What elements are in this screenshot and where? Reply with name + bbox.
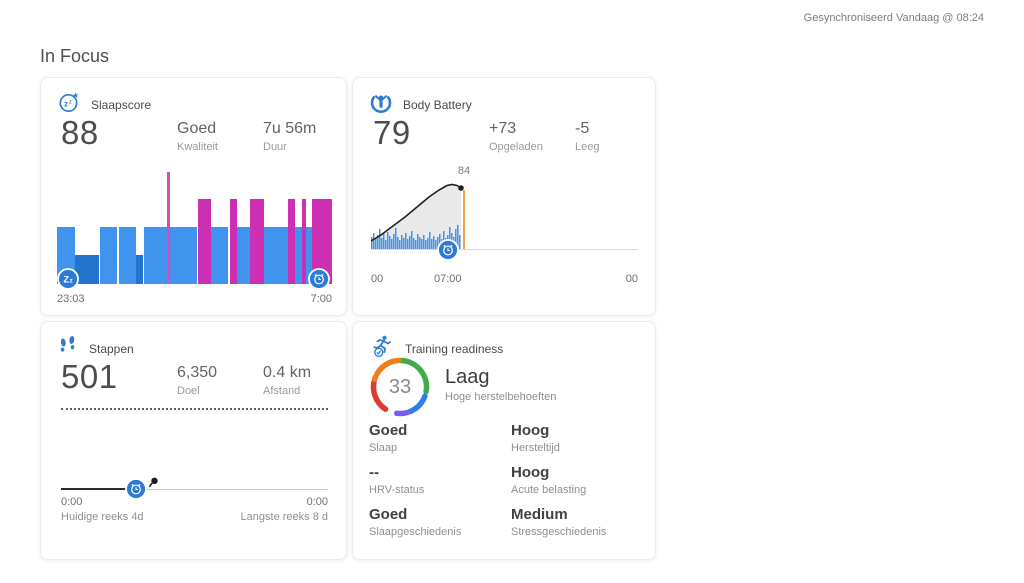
sleep-score-card[interactable]: z z ★ Slaapscore 88 Goed Kwaliteit 7u 56… [40,77,347,316]
steps-stats: 501 6,350 Doel 0.4 km Afstand [61,358,336,414]
card-title: Slaapscore [91,97,152,112]
svg-text:Z: Z [64,275,70,285]
metric-sleep: Goed Slaap [369,422,511,454]
metric-value: Hoog [511,464,550,481]
charged-label: Opgeladen [489,141,543,153]
metric-hrv-status: -- HRV-status [369,464,511,496]
sleep-stage-chart [57,171,332,284]
metric-value: Hoog [511,422,550,439]
goal-label: Doel [177,385,200,397]
sleep-start-time: 23:03 [57,293,85,305]
sleep-quality-label: Kwaliteit [177,141,218,153]
metric-stress-history: Medium Stressgeschiedenis [511,506,645,538]
goal-value: 6,350 [177,364,218,381]
charged-value: +73 [489,120,517,137]
readiness-gauge: 33 [369,356,431,418]
distance-value: 0.4 km [263,364,312,381]
wake-alarm-icon [308,268,330,290]
metric-label: Slaapgeschiedenis [369,526,462,538]
metric-label: Stressgeschiedenis [511,526,607,538]
metric-label: HRV-status [369,484,425,496]
sync-status: Gesynchroniseerd Vandaag @ 08:24 [803,12,984,24]
body-battery-card[interactable]: Body Battery 79 +73 Opgeladen -5 Leeg 84 [352,77,656,316]
sleep-card-header: z z ★ Slaapscore [57,90,151,119]
metric-value: Medium [511,506,568,523]
in-focus-grid: z z ★ Slaapscore 88 Goed Kwaliteit 7u 56… [40,77,656,560]
steps-value: 501 [61,358,118,395]
steps-card[interactable]: Stappen 501 6,350 Doel 0.4 km Afstand [40,321,347,560]
sleep-stats: 88 Goed Kwaliteit 7u 56m Duur [61,114,336,170]
streak-left-time: 0:00 [61,496,83,508]
metric-value: Goed [369,422,408,439]
metric-value: -- [369,464,379,481]
steps-streak-chart [61,477,328,500]
metric-label: Hersteltijd [511,442,560,454]
readiness-metrics-grid: Goed Slaap Hoog Hersteltijd -- HRV-statu… [369,422,645,538]
svg-text:z: z [64,100,68,109]
streak-right-time: 0:00 [306,496,328,508]
current-time-alarm-icon [437,239,459,261]
sleep-time-axis: 23:03 7:00 [57,293,332,305]
body-battery-card-header: Body Battery [369,90,472,119]
peak-value-label: 84 [457,165,471,177]
drained-value: -5 [575,120,590,137]
sleep-score-icon: z z ★ [57,90,81,119]
body-battery-icon [369,90,393,119]
marker-dot-icon [147,477,159,495]
steps-card-header: Stappen [57,334,134,363]
body-battery-chart: 84 [370,165,638,261]
streak-progress-line [61,488,136,490]
svg-text:z: z [69,100,72,106]
sleep-score-value: 88 [61,114,99,151]
readiness-level: Laag [445,366,490,388]
page-title: In Focus [40,46,110,66]
streak-remaining-line [135,489,328,490]
sleep-start-zz-icon: Z z [57,268,79,290]
sleep-duration-value: 7u 56m [263,120,317,137]
streak-alarm-icon [124,478,147,500]
card-title: Stappen [89,341,134,356]
sleep-end-time: 7:00 [310,293,332,305]
metric-recovery-time: Hoog Hersteltijd [511,422,645,454]
card-title: Training readiness [405,341,504,356]
streak-labels: Huidige reeks 4d Langste reeks 8 d [61,511,328,523]
metric-label: Acute belasting [511,484,587,496]
distance-label: Afstand [263,385,301,397]
training-readiness-card[interactable]: Training readiness 33 Laag Hoge herstelb… [352,321,656,560]
card-title: Body Battery [403,97,472,112]
axis-label-mid: 07:00 [434,273,462,285]
sleep-duration-label: Duur [263,141,287,153]
readiness-score: 33 [388,375,412,398]
metric-sleep-history: Goed Slaapgeschiedenis [369,506,511,538]
drained-label: Leeg [575,141,600,153]
svg-text:z: z [70,278,74,285]
metric-acute-load: Hoog Acute belasting [511,464,645,496]
readiness-sublabel: Hoge herstelbehoeften [445,391,557,403]
metric-value: Goed [369,506,408,523]
body-battery-value: 79 [373,114,411,151]
axis-label-start: 00 [371,273,384,285]
steps-icon [57,334,79,363]
sleep-quality-value: Goed [177,120,217,137]
svg-text:★: ★ [72,91,79,100]
readiness-summary: Laag Hoge herstelbehoeften [445,366,556,403]
current-streak-label: Huidige reeks 4d [61,511,144,523]
metric-label: Slaap [369,442,398,454]
training-readiness-icon [369,334,395,363]
longest-streak-label: Langste reeks 8 d [240,511,328,523]
goal-dotted-line [61,408,328,410]
readiness-card-header: Training readiness [369,334,503,363]
body-battery-stats: 79 +73 Opgeladen -5 Leeg [373,114,645,170]
axis-label-end: 00 [625,273,638,285]
streak-time-axis: 0:00 0:00 [61,496,328,508]
